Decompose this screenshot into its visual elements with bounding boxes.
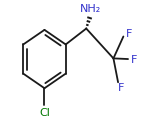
Text: F: F	[131, 55, 137, 65]
Text: F: F	[118, 83, 125, 93]
Text: Cl: Cl	[39, 108, 50, 118]
Text: F: F	[126, 29, 132, 39]
Text: NH₂: NH₂	[80, 4, 101, 14]
